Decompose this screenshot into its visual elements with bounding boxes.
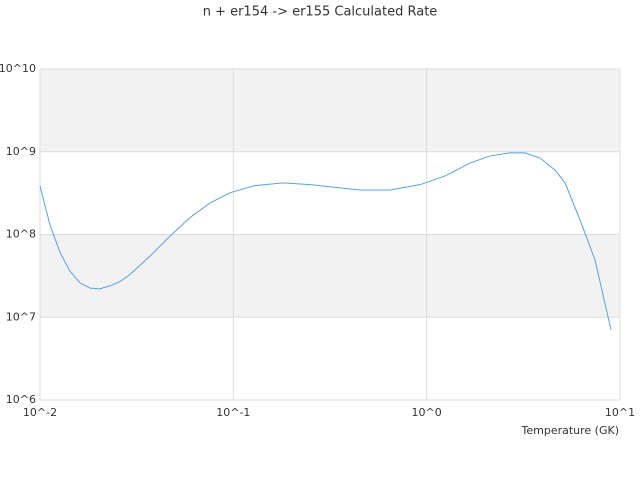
x-tick-label: 10^-1 — [216, 406, 250, 419]
x-tick-label: 10^-2 — [23, 406, 57, 419]
grid-band — [40, 69, 620, 152]
y-tick-label: 10^6 — [6, 393, 36, 406]
y-tick-label: 10^7 — [6, 310, 36, 323]
y-tick-label: 10^9 — [6, 145, 36, 158]
x-tick-label: 10^1 — [605, 406, 635, 419]
chart-title: n + er154 -> er155 Calculated Rate — [203, 5, 438, 20]
x-axis-label: Temperature (GK) — [521, 424, 620, 437]
x-tick-label: 10^0 — [412, 406, 442, 419]
y-tick-label: 10^10 — [0, 62, 36, 75]
y-tick-label: 10^8 — [6, 228, 36, 241]
grid-band — [40, 234, 620, 318]
data-line — [39, 152, 612, 331]
